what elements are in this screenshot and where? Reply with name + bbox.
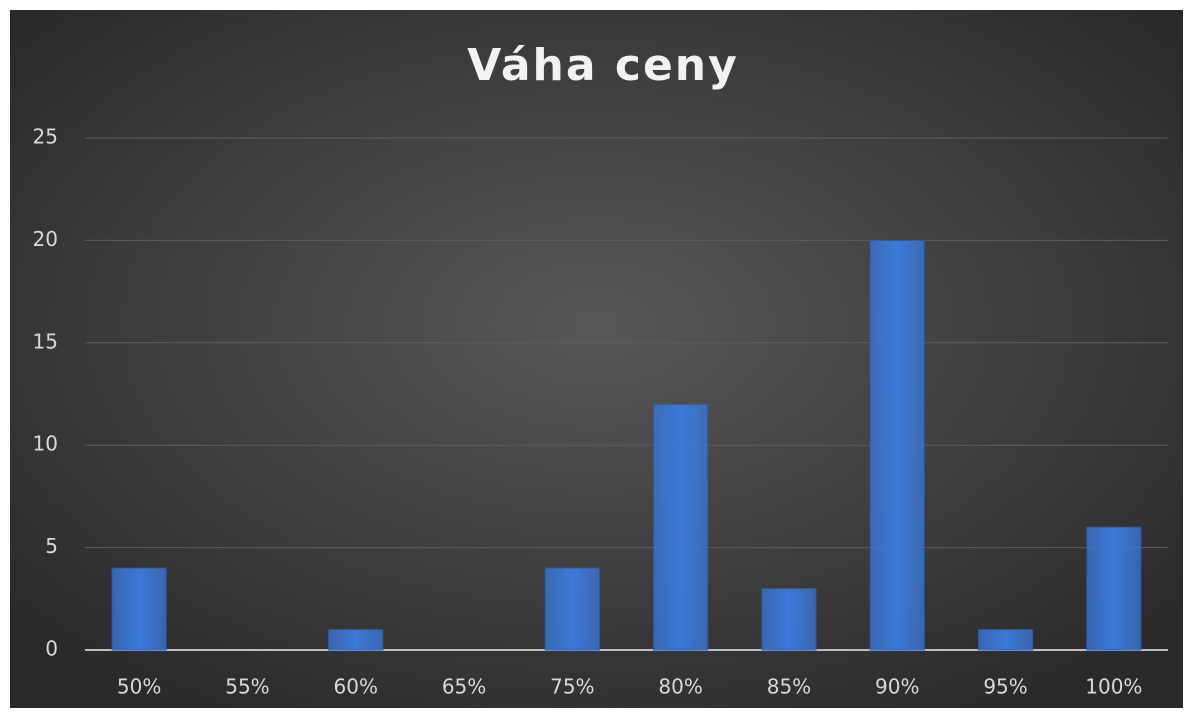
x-tick-label: 65%	[442, 675, 486, 699]
bar	[544, 567, 600, 651]
bar	[653, 403, 709, 651]
bar	[761, 588, 817, 651]
bar	[977, 629, 1034, 651]
y-tick-label: 0	[45, 637, 58, 661]
y-tick-label: 15	[33, 329, 58, 353]
x-tick-label: 60%	[334, 675, 378, 699]
x-tick-label: 90%	[875, 675, 919, 699]
x-tick-label: 100%	[1085, 675, 1142, 699]
bar	[328, 629, 384, 651]
bar	[1086, 526, 1142, 651]
y-tick-label: 20	[33, 227, 58, 251]
x-tick-label: 50%	[117, 675, 161, 699]
chart-title: Váha ceny	[467, 40, 739, 91]
bar	[111, 567, 167, 651]
x-tick-label: 55%	[225, 675, 269, 699]
x-tick-label: 75%	[550, 675, 594, 699]
x-tick-label: 95%	[983, 675, 1027, 699]
x-tick-label: 85%	[767, 675, 811, 699]
y-tick-label: 10	[33, 432, 58, 456]
bar	[869, 239, 925, 651]
y-tick-label: 5	[45, 534, 58, 558]
x-tick-label: 80%	[658, 675, 702, 699]
y-tick-label: 25	[33, 125, 58, 149]
